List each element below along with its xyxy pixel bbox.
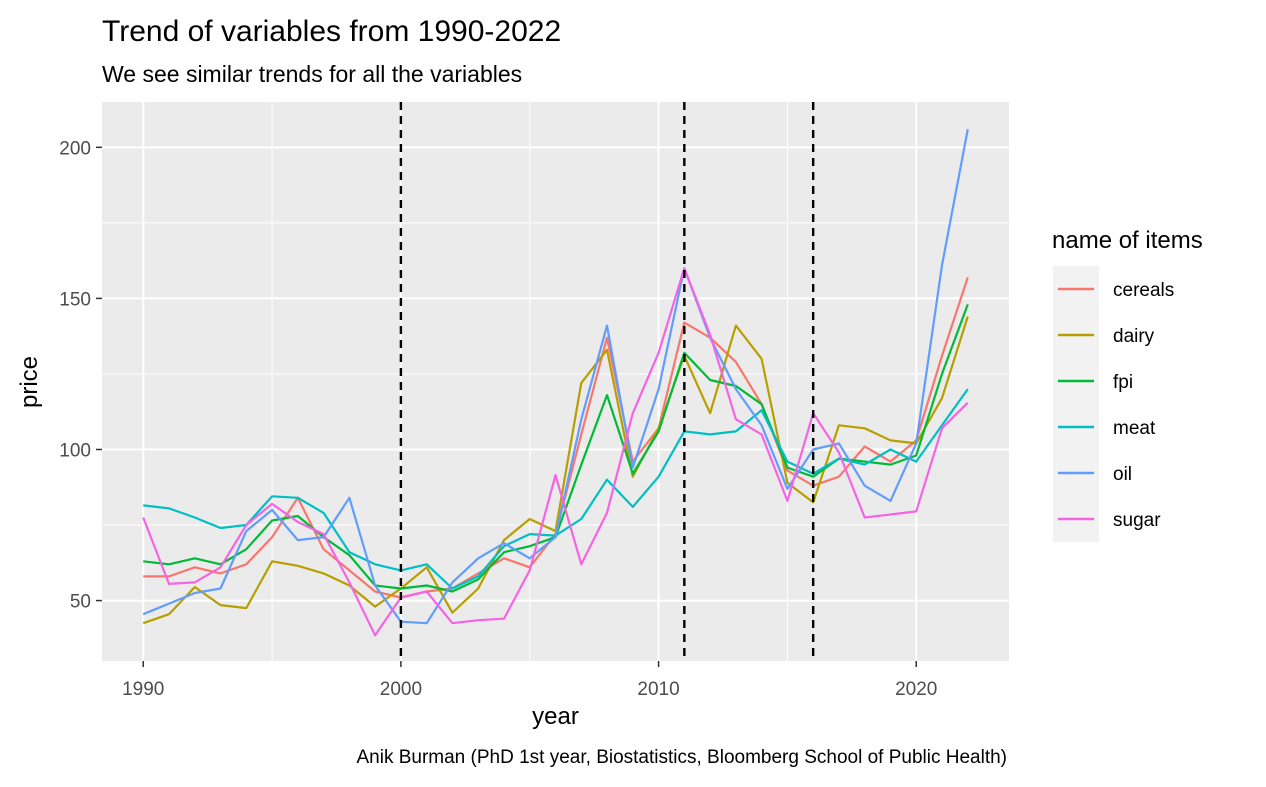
- legend-title: name of items: [1052, 227, 1203, 254]
- y-axis-label: price: [16, 356, 43, 408]
- legend-label-dairy: dairy: [1113, 326, 1155, 347]
- plot-panel: [102, 102, 1009, 661]
- x-tick-label: 2000: [380, 679, 422, 700]
- legend-label-oil: oil: [1113, 464, 1132, 485]
- legend-label-cereals: cereals: [1113, 280, 1174, 301]
- chart-subtitle: We see similar trends for all the variab…: [102, 61, 522, 87]
- legend-label-meat: meat: [1113, 418, 1156, 439]
- series-line-oil: [142, 128, 969, 625]
- series-line-sugar: [142, 267, 969, 637]
- y-tick-label: 150: [59, 289, 91, 310]
- chart-title: Trend of variables from 1990-2022: [102, 15, 561, 48]
- x-tick-label: 2010: [637, 679, 679, 700]
- y-tick-label: 50: [70, 592, 91, 613]
- chart-caption: Anik Burman (PhD 1st year, Biostatistics…: [356, 747, 1007, 768]
- series-line-dairy: [142, 316, 969, 625]
- x-tick-label: 2020: [895, 679, 937, 700]
- legend-label-sugar: sugar: [1113, 510, 1161, 531]
- x-axis-label: year: [532, 703, 579, 730]
- x-tick-label: 1990: [122, 679, 164, 700]
- legend-label-fpi: fpi: [1113, 372, 1133, 393]
- y-tick-label: 100: [59, 440, 91, 461]
- y-tick-label: 200: [59, 138, 91, 159]
